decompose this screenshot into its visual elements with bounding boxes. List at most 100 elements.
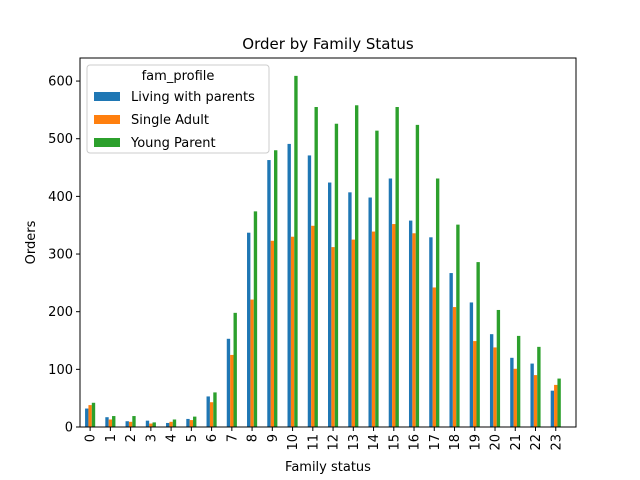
bar-young-parent-22 (537, 346, 541, 427)
bar-living-with-parents-0 (85, 408, 89, 427)
bar-single-adult-0 (88, 405, 92, 427)
bar-living-with-parents-2 (125, 421, 129, 427)
bar-young-parent-3 (152, 422, 156, 427)
bar-living-with-parents-17 (429, 237, 433, 427)
x-tick-label: 5 (185, 434, 200, 442)
bar-single-adult-11 (311, 225, 315, 427)
legend-swatch-living-with-parents (94, 92, 120, 101)
bar-single-adult-10 (290, 236, 295, 427)
bar-living-with-parents-18 (449, 273, 453, 427)
bar-living-with-parents-1 (105, 417, 109, 427)
legend-swatch-single-adult (94, 115, 120, 124)
bar-young-parent-19 (476, 262, 480, 427)
y-tick-label: 400 (48, 190, 73, 205)
legend-label-living-with-parents: Living with parents (131, 90, 255, 105)
bar-young-parent-13 (354, 105, 359, 427)
bar-living-with-parents-12 (328, 182, 332, 427)
bar-young-parent-7 (233, 312, 237, 427)
bar-young-parent-15 (395, 107, 399, 427)
bar-living-with-parents-4 (166, 422, 170, 427)
bar-young-parent-14 (375, 130, 379, 427)
legend-swatch-young-parent (94, 138, 120, 147)
legend-label-young-parent: Young Parent (130, 136, 216, 151)
bar-young-parent-2 (132, 416, 136, 427)
bar-young-parent-11 (314, 107, 318, 427)
bar-single-adult-22 (533, 375, 538, 427)
x-tick-label: 22 (529, 434, 544, 451)
x-axis-title: Family status (285, 460, 371, 475)
bar-young-parent-0 (91, 402, 96, 427)
bar-young-parent-23 (557, 378, 561, 427)
x-tick-label: 23 (549, 434, 564, 451)
x-tick-label: 15 (387, 434, 402, 451)
bar-living-with-parents-23 (550, 390, 555, 427)
y-tick-label: 100 (48, 363, 73, 378)
x-tick-label: 21 (509, 434, 524, 451)
bar-young-parent-20 (496, 309, 501, 427)
legend-box (86, 64, 270, 154)
bar-single-adult-1 (108, 419, 113, 427)
bar-young-parent-18 (456, 224, 460, 427)
bar-living-with-parents-11 (307, 155, 312, 427)
legend-label-single-adult: Single Adult (131, 113, 209, 128)
bar-single-adult-23 (554, 384, 558, 427)
plot-frame (79, 57, 577, 428)
bar-living-with-parents-8 (247, 232, 251, 427)
x-tick-label: 20 (489, 434, 504, 451)
y-tick-label: 600 (48, 75, 73, 90)
bar-single-adult-19 (473, 341, 477, 427)
bar-young-parent-12 (334, 123, 339, 427)
y-tick-label: 200 (48, 305, 73, 320)
bar-living-with-parents-15 (388, 178, 393, 427)
bar-living-with-parents-16 (408, 220, 413, 427)
bar-young-parent-16 (415, 124, 420, 427)
x-tick-label: 7 (225, 434, 240, 442)
bar-young-parent-8 (253, 211, 258, 427)
bars-layer (85, 75, 561, 428)
bar-young-parent-21 (516, 335, 521, 427)
bar-single-adult-2 (128, 421, 133, 427)
bar-living-with-parents-22 (530, 363, 534, 427)
bar-living-with-parents-14 (368, 197, 372, 427)
legend: fam_profile Living with parents Single Adu… (86, 64, 270, 154)
bar-single-adult-6 (209, 402, 214, 427)
bar-single-adult-4 (169, 421, 173, 427)
y-tick-label: 0 (65, 421, 73, 436)
x-tick-label: 13 (347, 434, 362, 451)
bar-young-parent-10 (294, 75, 298, 428)
bar-single-adult-9 (270, 240, 275, 427)
x-tick-label: 10 (286, 434, 301, 451)
bar-single-adult-8 (250, 299, 254, 427)
bar-single-adult-14 (371, 231, 376, 427)
bar-living-with-parents-3 (145, 420, 150, 427)
bar-single-adult-3 (149, 423, 153, 427)
bar-living-with-parents-20 (489, 334, 494, 427)
y-axis-title: Orders (24, 220, 39, 264)
x-tick-label: 17 (428, 434, 443, 451)
x-tick-label: 12 (327, 434, 342, 451)
x-tick-label: 0 (84, 434, 99, 442)
bar-single-adult-17 (432, 287, 436, 427)
bar-living-with-parents-10 (287, 143, 291, 427)
bar-single-adult-12 (331, 247, 335, 427)
y-tick-label: 300 (48, 248, 73, 263)
x-tick-label: 16 (408, 434, 423, 451)
bar-living-with-parents-19 (469, 302, 474, 427)
bar-young-parent-1 (112, 416, 116, 427)
bar-young-parent-4 (172, 419, 177, 427)
bar-single-adult-16 (412, 233, 416, 427)
x-tick-label: 19 (468, 434, 483, 451)
chart-title: Order by Family Status (242, 35, 414, 53)
bar-living-with-parents-5 (186, 418, 190, 427)
x-tick-label: 1 (104, 434, 119, 442)
x-tick-label: 14 (367, 434, 382, 451)
bar-living-with-parents-7 (226, 338, 231, 427)
bar-young-parent-9 (274, 150, 278, 427)
bar-young-parent-6 (213, 392, 217, 427)
bar-single-adult-20 (493, 347, 497, 427)
bar-single-adult-13 (351, 239, 355, 427)
x-tick-label: 11 (306, 434, 321, 451)
